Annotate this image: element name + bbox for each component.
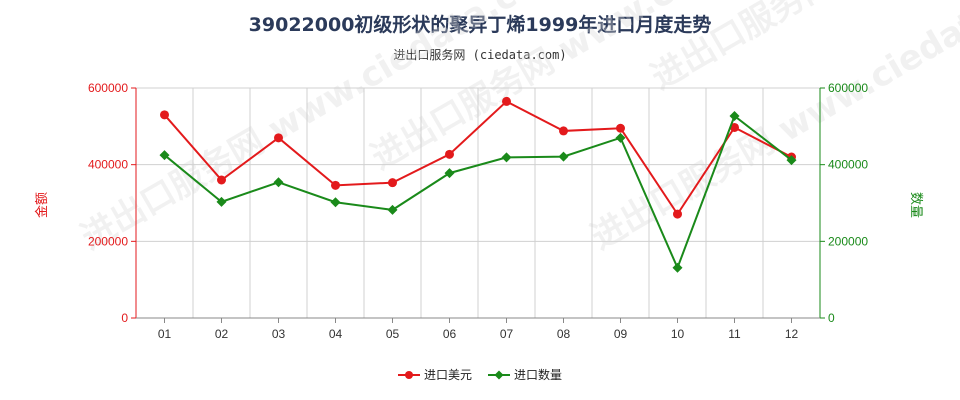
y-left-tick-label: 200000 xyxy=(88,234,128,248)
data-point-quantity xyxy=(273,177,284,188)
y-right-tick-label: 0 xyxy=(828,311,835,325)
series-line-2 xyxy=(163,114,793,271)
data-point-usd xyxy=(274,133,283,143)
data-point-usd xyxy=(559,126,568,136)
data-point-quantity xyxy=(387,204,398,215)
data-point-quantity xyxy=(330,197,341,208)
x-tick-label: 10 xyxy=(671,327,685,341)
y-right-tick-label: 400000 xyxy=(828,158,868,172)
data-point-usd xyxy=(616,123,625,133)
y-left-tick-label: 400000 xyxy=(88,158,128,172)
data-point-quantity xyxy=(216,196,227,207)
x-tick-label: 05 xyxy=(386,327,400,341)
data-point-quantity xyxy=(729,110,740,121)
x-tick-label: 01 xyxy=(158,327,172,341)
y-right-tick-label: 200000 xyxy=(828,234,868,248)
y-left-tick-label: 600000 xyxy=(88,81,128,95)
data-point-usd xyxy=(388,178,397,188)
x-tick-label: 02 xyxy=(215,327,229,341)
x-tick-label: 08 xyxy=(557,327,571,341)
x-tick-label: 04 xyxy=(329,327,343,341)
chart-subtitle: 进出口服务网 (ciedata.com) xyxy=(393,48,567,62)
data-point-quantity xyxy=(786,155,797,166)
legend-marker-quantity xyxy=(494,370,504,380)
series-line-1 xyxy=(163,100,792,216)
y-left-tick-label: 0 xyxy=(121,311,128,325)
x-tick-label: 09 xyxy=(614,327,628,341)
data-point-quantity xyxy=(501,152,512,163)
y-axis-right-title: 数量 xyxy=(908,192,923,218)
data-point-usd xyxy=(160,110,169,120)
x-tick-label: 12 xyxy=(785,327,799,341)
data-point-usd xyxy=(673,209,682,219)
x-tick-label: 03 xyxy=(272,327,286,341)
chart-title: 39022000初级形状的聚异丁烯1999年进口月度走势 xyxy=(248,14,712,36)
data-point-usd xyxy=(445,149,454,159)
data-point-usd xyxy=(502,96,511,106)
data-point-quantity xyxy=(444,168,455,179)
data-point-usd xyxy=(730,122,739,132)
legend-marker-usd xyxy=(405,371,413,379)
data-point-quantity xyxy=(558,151,569,162)
x-tick-label: 06 xyxy=(443,327,457,341)
x-tick-label: 07 xyxy=(500,327,514,341)
y-right-tick-label: 600000 xyxy=(828,81,868,95)
legend-label-1: 进口美元 xyxy=(424,368,472,382)
data-point-quantity xyxy=(159,150,170,161)
x-tick-label: 11 xyxy=(728,327,741,341)
watermark-text: 进出口服务网 www.ciedata.com xyxy=(75,0,575,258)
data-point-usd xyxy=(331,180,340,190)
watermark-text: 进出口服务网 www.ciedata.com xyxy=(585,0,960,258)
legend-label-2: 进口数量 xyxy=(514,367,562,382)
data-point-quantity xyxy=(672,262,683,273)
data-point-quantity xyxy=(615,132,626,143)
y-axis-left-title: 金额 xyxy=(34,192,50,218)
data-point-usd xyxy=(217,175,226,185)
